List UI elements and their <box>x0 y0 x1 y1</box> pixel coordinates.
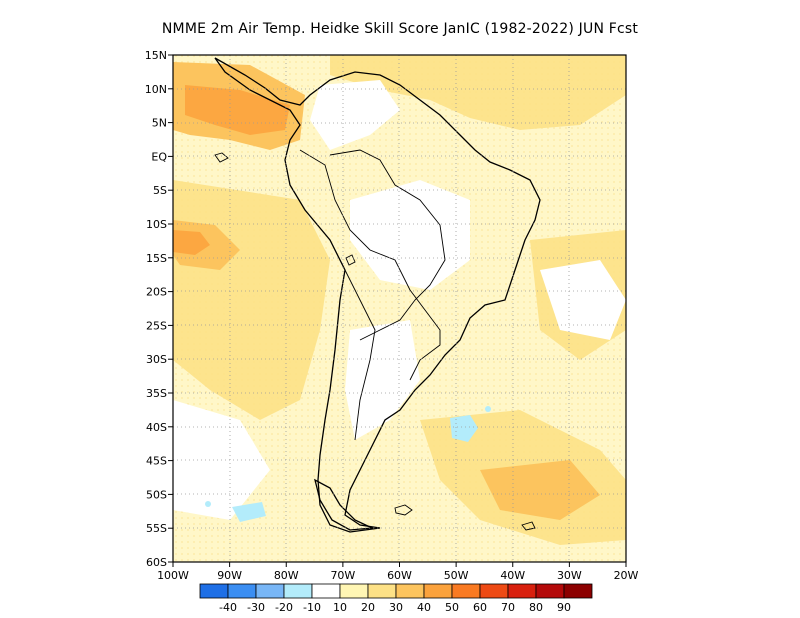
colorbar-label: -40 <box>219 601 237 614</box>
colorbar-swatch <box>563 583 593 599</box>
shade-neg10-dot-1 <box>485 406 491 412</box>
colorbar: -40 -30 -20 -10 10 20 30 40 50 60 70 80 90 <box>199 583 593 614</box>
lat-tick-label: 15S <box>146 252 167 265</box>
lat-tick-label: 5S <box>153 184 167 197</box>
colorbar-label: 30 <box>389 601 403 614</box>
lon-tick-label: 30W <box>557 569 582 582</box>
lat-tick-label: 45S <box>146 455 167 468</box>
shade-40-atlantic-south <box>480 460 600 520</box>
colorbar-swatch <box>395 583 425 599</box>
lat-tick-label: 40S <box>146 421 167 434</box>
colorbar-label: -30 <box>247 601 265 614</box>
colorbar-swatch <box>283 583 313 599</box>
latitude-axis: 15N 10N 5N EQ 5S 10S 15S 20S 25S 30S 35S 40S 45S 50S 5… <box>145 49 173 569</box>
lon-tick-label: 100W <box>157 569 189 582</box>
galapagos <box>214 152 229 163</box>
lon-tick-label: 50W <box>444 569 469 582</box>
lat-tick-label: 20S <box>146 286 167 299</box>
lat-tick-label: 15N <box>145 49 167 62</box>
colorbar-label: 70 <box>501 601 515 614</box>
colorbar-swatch <box>451 583 481 599</box>
colorbar-swatch <box>339 583 369 599</box>
country-border-4 <box>409 289 441 381</box>
lon-tick-label: 80W <box>274 569 299 582</box>
colorbar-swatch <box>199 583 229 599</box>
lat-tick-label: 35S <box>146 387 167 400</box>
lat-tick-label: 50S <box>146 488 167 501</box>
lat-tick-label: 10N <box>145 83 167 96</box>
shade-white-ocean-east <box>540 260 626 340</box>
lat-tick-label: 25S <box>146 319 167 332</box>
lat-tick-label: 10S <box>146 218 167 231</box>
lon-tick-label: 70W <box>330 569 355 582</box>
colorbar-swatch <box>535 583 565 599</box>
colorbar-swatch <box>423 583 453 599</box>
lat-tick-label: 5N <box>152 117 167 130</box>
lon-tick-label: 90W <box>217 569 242 582</box>
colorbar-label: 90 <box>557 601 571 614</box>
shade-neg10-dot-2 <box>205 501 211 507</box>
country-border-1 <box>329 149 446 341</box>
colorbar-swatch <box>507 583 537 599</box>
longitude-axis: 100W 90W 80W 70W 60W 50W 40W 30W 20W <box>157 562 639 582</box>
colorbar-label: 50 <box>445 601 459 614</box>
chart-title: NMME 2m Air Temp. Heidke Skill Score Jan… <box>161 21 639 37</box>
colorbar-label: -10 <box>303 601 321 614</box>
lon-tick-label: 40W <box>500 569 525 582</box>
south-america-coast <box>214 57 541 533</box>
shade-white-land-central <box>350 180 470 290</box>
colorbar-swatch <box>255 583 285 599</box>
colorbar-label: 10 <box>333 601 347 614</box>
shade-neg10-argentine-sea <box>450 415 478 442</box>
colorbar-swatch <box>367 583 397 599</box>
lat-tick-label: 55S <box>146 522 167 535</box>
shade-neg10-drake <box>232 502 266 522</box>
lat-tick-label: 30S <box>146 353 167 366</box>
shade-50-pacific-west <box>173 230 210 255</box>
lat-tick-label: 60S <box>146 556 167 569</box>
colorbar-swatch <box>227 583 257 599</box>
south-georgia <box>521 521 536 531</box>
falkland-islands <box>394 504 413 516</box>
colorbar-label: 60 <box>473 601 487 614</box>
colorbar-label: -20 <box>275 601 293 614</box>
country-border-2 <box>299 149 411 291</box>
lon-tick-label: 60W <box>387 569 412 582</box>
shade-30-north <box>330 55 626 130</box>
country-border-3 <box>344 269 376 441</box>
colorbar-label: 20 <box>361 601 375 614</box>
colorbar-label: 80 <box>529 601 543 614</box>
colorbar-swatch <box>311 583 341 599</box>
colorbar-label: 40 <box>417 601 431 614</box>
shade-white-land-north <box>310 80 400 150</box>
lat-tick-label: EQ <box>151 150 167 163</box>
skill-shading <box>173 55 626 545</box>
shade-white-land-south <box>345 320 420 440</box>
map-area <box>173 55 626 562</box>
colorbar-swatch <box>479 583 509 599</box>
graticule <box>173 55 626 562</box>
lake-titicaca <box>345 254 356 266</box>
lon-tick-label: 20W <box>614 569 639 582</box>
